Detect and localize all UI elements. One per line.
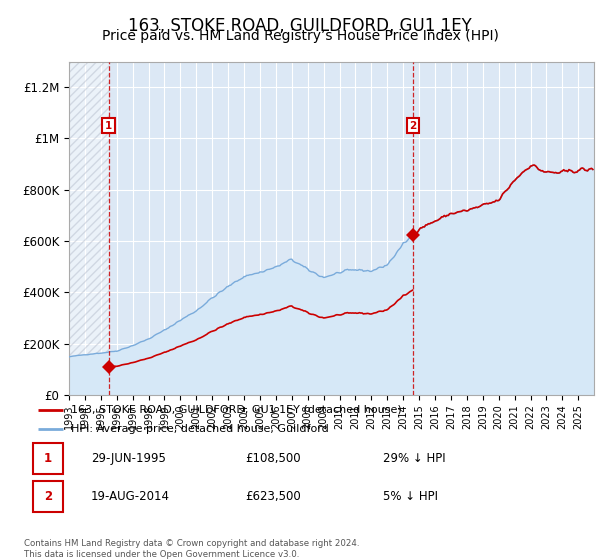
Text: 2: 2 bbox=[410, 120, 417, 130]
Text: 1: 1 bbox=[44, 452, 52, 465]
Text: 163, STOKE ROAD, GUILDFORD, GU1 1EY (detached house): 163, STOKE ROAD, GUILDFORD, GU1 1EY (det… bbox=[71, 405, 402, 415]
Text: Price paid vs. HM Land Registry’s House Price Index (HPI): Price paid vs. HM Land Registry’s House … bbox=[101, 29, 499, 43]
Text: 1: 1 bbox=[105, 120, 112, 130]
Text: 19-AUG-2014: 19-AUG-2014 bbox=[91, 490, 170, 503]
Bar bbox=[69, 62, 109, 395]
Text: 29% ↓ HPI: 29% ↓ HPI bbox=[383, 452, 446, 465]
Text: 2: 2 bbox=[44, 490, 52, 503]
FancyBboxPatch shape bbox=[33, 443, 63, 474]
Text: 5% ↓ HPI: 5% ↓ HPI bbox=[383, 490, 438, 503]
Text: 29-JUN-1995: 29-JUN-1995 bbox=[91, 452, 166, 465]
Text: Contains HM Land Registry data © Crown copyright and database right 2024.
This d: Contains HM Land Registry data © Crown c… bbox=[24, 539, 359, 559]
FancyBboxPatch shape bbox=[33, 481, 63, 512]
Text: HPI: Average price, detached house, Guildford: HPI: Average price, detached house, Guil… bbox=[71, 424, 329, 434]
Text: 163, STOKE ROAD, GUILDFORD, GU1 1EY: 163, STOKE ROAD, GUILDFORD, GU1 1EY bbox=[128, 17, 472, 35]
Text: £108,500: £108,500 bbox=[245, 452, 301, 465]
Text: £623,500: £623,500 bbox=[245, 490, 301, 503]
